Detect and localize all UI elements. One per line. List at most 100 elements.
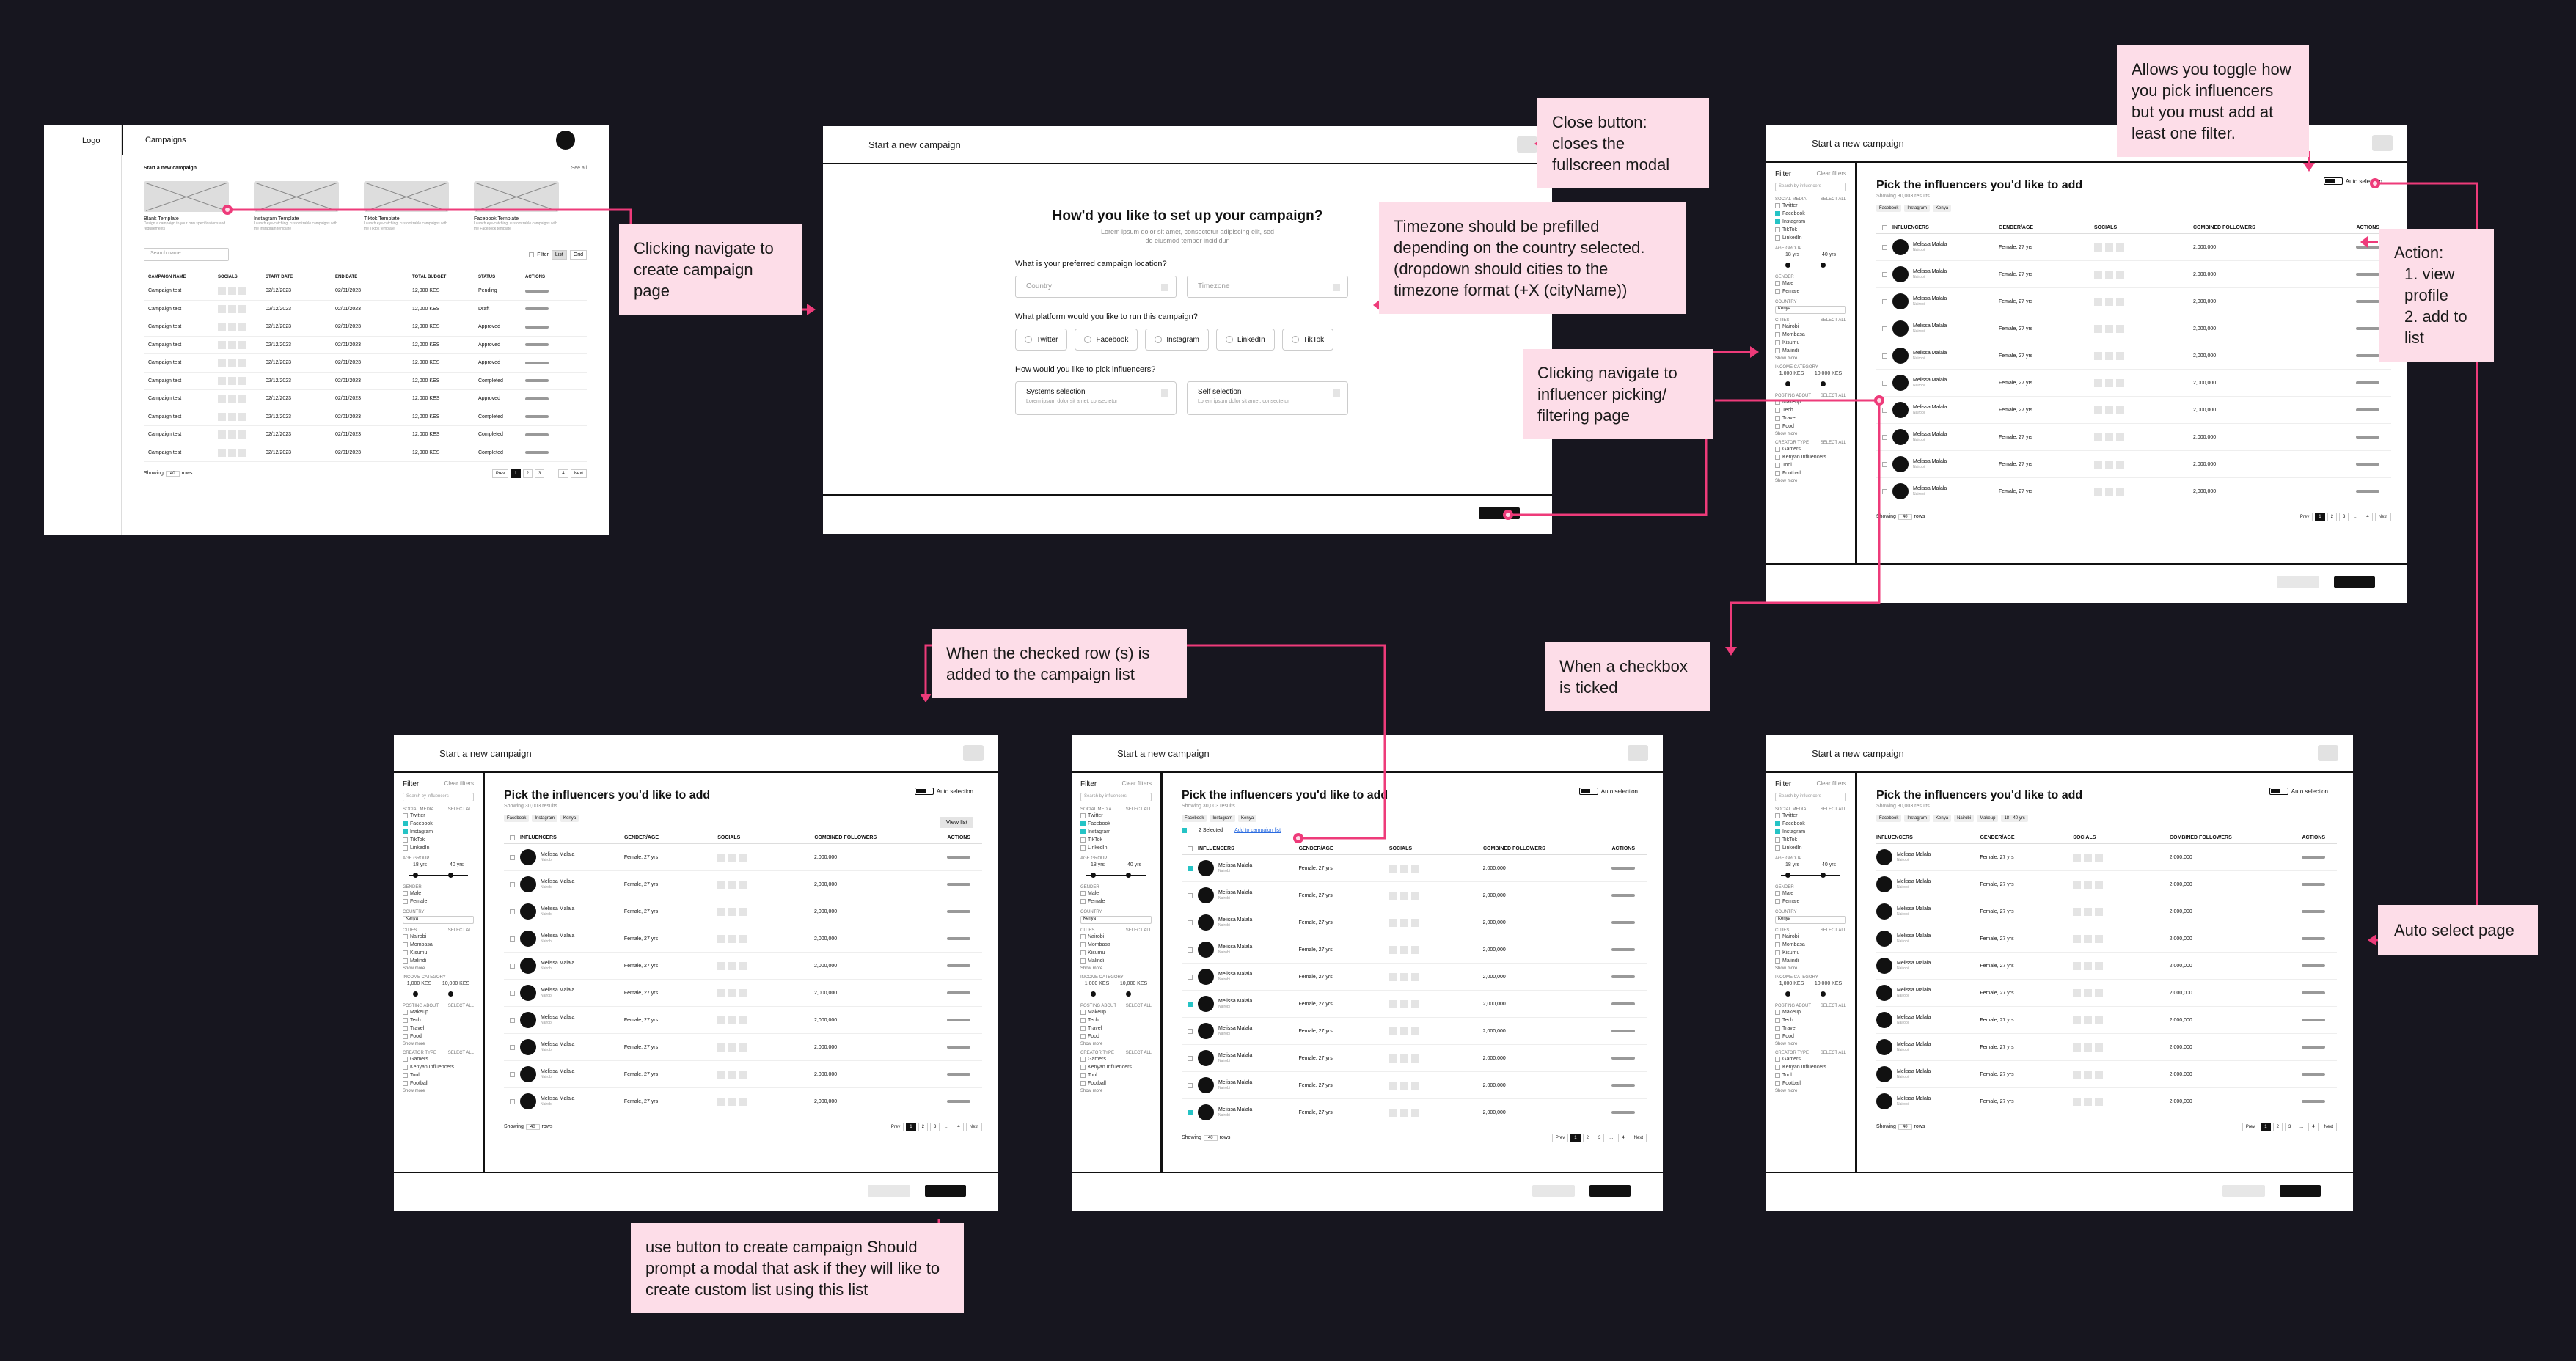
table-row[interactable]: Melissa Malala Nairobi Female, 27 yrs 2,000… [504, 980, 982, 1007]
platform-option-tiktok[interactable]: TikTok [1281, 329, 1334, 351]
age-range-slider[interactable] [1775, 869, 1846, 881]
row-checkbox[interactable] [1881, 326, 1887, 331]
row-actions-button[interactable] [946, 1046, 970, 1049]
filter-option[interactable]: Malindi [1775, 347, 1846, 355]
checkbox[interactable] [1080, 934, 1086, 939]
checkbox[interactable] [1080, 891, 1086, 896]
filter-option[interactable]: Twitter [1775, 812, 1846, 820]
row-actions-button[interactable] [946, 1100, 970, 1103]
prev-button[interactable]: Prev [887, 1123, 904, 1131]
checkbox[interactable] [1775, 845, 1780, 851]
row-actions-button[interactable] [2302, 856, 2325, 859]
filter-option[interactable]: Food [1080, 1032, 1152, 1041]
checkbox[interactable] [403, 829, 408, 834]
filter-option[interactable]: Gamers [403, 1055, 474, 1063]
checkbox[interactable] [403, 1018, 408, 1023]
filter-option[interactable]: Malindi [403, 957, 474, 965]
filter-option[interactable]: Tool [1080, 1071, 1152, 1079]
table-row[interactable]: Melissa Malala Nairobi Female, 27 yrs 2,000… [1876, 478, 2391, 505]
checkbox[interactable] [1080, 821, 1086, 826]
checkbox[interactable] [1775, 424, 1780, 429]
row-checkbox[interactable] [1187, 892, 1193, 898]
table-row[interactable]: Melissa Malala Nairobi Female, 27 yrs 2,000… [1876, 234, 2391, 261]
select-all-link[interactable]: Select all [1820, 928, 1846, 933]
table-row[interactable]: Melissa Malala Nairobi Female, 27 yrs 2,000… [1182, 855, 1647, 882]
filter-option[interactable]: TikTok [1080, 836, 1152, 844]
row-actions-button[interactable] [2356, 300, 2379, 303]
table-row[interactable]: Melissa Malala Nairobi Female, 27 yrs 2,000… [1182, 1045, 1647, 1072]
clear-filters-link[interactable]: Clear filters [1816, 170, 1846, 177]
row-actions-button[interactable] [2356, 327, 2379, 330]
checkbox[interactable] [1080, 1034, 1086, 1039]
table-row[interactable]: Melissa Malala Nairobi Female, 27 yrs 2,000… [1182, 991, 1647, 1018]
checkbox[interactable] [403, 1081, 408, 1086]
row-checkbox[interactable] [1187, 1001, 1193, 1007]
checkbox[interactable] [1775, 1081, 1780, 1086]
table-row[interactable]: Melissa Malala Nairobi Female, 27 yrs 2,000… [504, 925, 982, 953]
show-more-link[interactable]: Show more [403, 1089, 425, 1093]
checkbox[interactable] [403, 958, 408, 964]
checkbox[interactable] [1775, 950, 1780, 955]
select-all-link[interactable]: Select all [447, 1051, 474, 1055]
row-actions-button[interactable] [946, 964, 970, 967]
row-actions-button[interactable] [2356, 490, 2379, 493]
filter-option[interactable]: Male [1080, 889, 1152, 898]
table-row[interactable]: Melissa Malala Nairobi Female, 27 yrs 2,000… [504, 1034, 982, 1061]
page-link[interactable]: 3 [2338, 513, 2349, 521]
checkbox[interactable] [1775, 1057, 1780, 1062]
table-row[interactable]: Melissa Malala Nairobi Female, 27 yrs 2,000… [1876, 288, 2391, 315]
row-checkbox[interactable] [509, 990, 515, 996]
filter-option[interactable]: Football [1080, 1079, 1152, 1087]
table-row[interactable]: Melissa Malala Nairobi Female, 27 yrs 2,000… [1876, 315, 2391, 342]
row-checkbox[interactable] [1881, 380, 1887, 386]
filter-tag[interactable]: Facebook [1876, 205, 1902, 212]
filter-option[interactable]: Kisumu [403, 949, 474, 957]
row-actions-button[interactable] [1611, 975, 1636, 978]
table-row[interactable]: Melissa Malala Nairobi Female, 27 yrs 2,000… [1876, 1061, 2337, 1088]
checkbox[interactable] [1080, 1081, 1086, 1086]
table-row[interactable]: Melissa Malala Nairobi Female, 27 yrs 2,000… [1876, 980, 2337, 1007]
filter-option[interactable]: Facebook [1775, 210, 1846, 218]
row-actions-button[interactable] [2356, 436, 2379, 439]
checkbox[interactable] [1080, 1057, 1086, 1062]
checkbox[interactable] [1775, 211, 1780, 216]
checkbox[interactable] [403, 899, 408, 904]
table-row[interactable]: Melissa Malala Nairobi Female, 27 yrs 2,000… [1876, 925, 2337, 953]
filter-option[interactable]: Football [403, 1079, 474, 1087]
filter-option[interactable]: Malindi [1775, 957, 1846, 965]
row-actions-button[interactable] [525, 361, 549, 364]
row-actions-button[interactable] [1611, 921, 1636, 924]
country-select[interactable]: Kenya [1775, 916, 1846, 924]
row-checkbox[interactable] [1881, 407, 1887, 413]
filter-option[interactable]: TikTok [1775, 226, 1846, 234]
checkbox[interactable] [1080, 1073, 1086, 1078]
row-checkbox[interactable] [509, 1098, 515, 1104]
filter-option[interactable]: Instagram [1080, 828, 1152, 836]
show-more-link[interactable]: Show more [1775, 966, 1798, 971]
filter-option[interactable]: Twitter [1775, 202, 1846, 210]
checkbox[interactable] [403, 934, 408, 939]
checkbox[interactable] [1775, 281, 1780, 286]
checkbox[interactable] [1080, 829, 1086, 834]
row-checkbox[interactable] [509, 881, 515, 887]
row-actions-button[interactable] [2302, 1073, 2325, 1076]
row-actions-button[interactable] [946, 1019, 970, 1021]
close-button[interactable] [1628, 745, 1648, 761]
filter-tag[interactable]: Kenya [1238, 815, 1257, 822]
row-actions-button[interactable] [2302, 1046, 2325, 1049]
auto-selection-toggle[interactable]: Auto selection [1578, 788, 1638, 795]
filter-option[interactable]: Nairobi [1775, 323, 1846, 331]
page-link[interactable]: 4 [558, 469, 568, 478]
next-button[interactable]: Next [1630, 1134, 1647, 1142]
table-row[interactable]: Campaign test 02/12/2023 02/01/2023 12,000 … [144, 318, 587, 337]
table-row[interactable]: Melissa Malala Nairobi Female, 27 yrs 2,000… [504, 1007, 982, 1034]
row-actions-button[interactable] [1611, 1030, 1636, 1032]
checkbox[interactable] [1775, 332, 1780, 337]
row-actions-button[interactable] [2302, 883, 2325, 886]
table-row[interactable]: Melissa Malala Nairobi Female, 27 yrs 2,000… [1182, 909, 1647, 936]
show-more-link[interactable]: Show more [1775, 356, 1798, 361]
country-select[interactable]: Kenya [403, 916, 474, 924]
platform-option-facebook[interactable]: Facebook [1075, 329, 1138, 351]
filter-option[interactable]: Kenyan Influencers [1775, 1063, 1846, 1071]
select-all-link[interactable]: Select all [447, 807, 474, 812]
